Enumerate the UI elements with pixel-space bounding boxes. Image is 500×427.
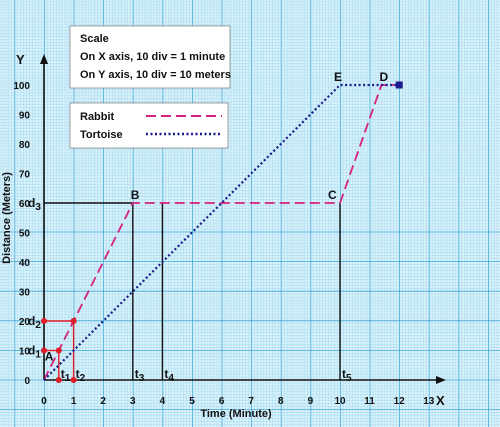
end-marker bbox=[395, 81, 403, 89]
series-line-rabbit bbox=[43, 84, 400, 381]
distance-annotation-label: d3 bbox=[28, 196, 41, 213]
time-annotation-label: t2 bbox=[76, 367, 86, 384]
time-annotation-subscript: 2 bbox=[80, 373, 86, 384]
x-axis-letter: X bbox=[436, 393, 445, 408]
data-marker bbox=[70, 377, 77, 383]
distance-annotation-subscript: 2 bbox=[35, 320, 41, 331]
y-tick-label: 100 bbox=[13, 81, 30, 92]
scale-y-line: On Y axis, 10 div = 10 meters bbox=[80, 69, 231, 81]
scale-box-frame bbox=[69, 25, 231, 89]
y-axis-letter: Y bbox=[16, 52, 25, 67]
distance-annotation-label: d1 bbox=[28, 344, 41, 361]
x-tick-label: 9 bbox=[308, 396, 314, 407]
point-label: E bbox=[334, 70, 342, 84]
legend: Rabbit Tortoise bbox=[69, 102, 229, 149]
x-tick-label: 13 bbox=[423, 396, 435, 407]
y-tick-label: 50 bbox=[19, 229, 31, 240]
data-marker bbox=[55, 377, 62, 383]
legend-label-tortoise: Tortoise bbox=[80, 129, 123, 141]
time-annotation-subscript: 3 bbox=[139, 373, 145, 384]
y-tick-label: 10 bbox=[19, 347, 31, 358]
time-annotation-label: t1 bbox=[61, 367, 71, 384]
x-tick-label: 1 bbox=[71, 396, 77, 407]
x-tick-label: 0 bbox=[41, 396, 47, 407]
data-marker bbox=[55, 347, 62, 354]
time-annotation-subscript: 5 bbox=[346, 373, 352, 384]
time-annotation-subscript: 1 bbox=[65, 373, 71, 384]
distance-annotation-subscript: 1 bbox=[35, 350, 41, 361]
point-label: C bbox=[328, 188, 337, 202]
data-marker bbox=[70, 318, 77, 324]
x-tick-label: 7 bbox=[248, 396, 254, 407]
time-annotation-letter: t bbox=[342, 367, 346, 381]
data-marker bbox=[41, 347, 47, 354]
markers bbox=[41, 81, 403, 383]
time-annotation-letter: t bbox=[61, 367, 65, 381]
y-tick-label: 60 bbox=[19, 199, 31, 210]
legend-frame bbox=[69, 102, 229, 149]
x-tick-label: 8 bbox=[278, 396, 284, 407]
time-annotation-subscript: 4 bbox=[168, 373, 174, 384]
time-annotation-letter: t bbox=[135, 367, 139, 381]
distance-annotation-subscript: 3 bbox=[35, 202, 41, 213]
distance-annotation-letter: d bbox=[28, 314, 35, 328]
scale-box: Scale On X axis, 10 div = 1 minute On Y … bbox=[69, 25, 231, 89]
time-annotation-label: t4 bbox=[164, 367, 174, 384]
x-tick-label: 5 bbox=[189, 396, 195, 407]
point-label: D bbox=[379, 70, 388, 84]
point-label: A bbox=[45, 350, 54, 364]
time-annotation-letter: t bbox=[76, 367, 80, 381]
x-tick-label: 6 bbox=[219, 396, 225, 407]
legend-label-rabbit: Rabbit bbox=[80, 111, 115, 123]
x-tick-label: 2 bbox=[100, 396, 106, 407]
y-tick-label: 70 bbox=[19, 170, 31, 181]
point-label: B bbox=[131, 188, 140, 202]
distance-annotation-letter: d bbox=[28, 196, 35, 210]
y-axis-title: Distance (Meters) bbox=[1, 172, 13, 264]
y-tick-label: 30 bbox=[19, 288, 31, 299]
labels: 0 1 2 3 4 5 6 7 8 9 10 11 12 130102030405060708090100… bbox=[13, 70, 434, 407]
data-marker bbox=[41, 318, 47, 324]
time-annotation-label: t5 bbox=[342, 367, 352, 384]
scale-title: Scale bbox=[80, 33, 109, 45]
y-tick-label: 40 bbox=[19, 258, 31, 269]
distance-annotation-label: d2 bbox=[28, 314, 41, 331]
x-tick-label: 10 bbox=[334, 396, 346, 407]
x-axis-title: Time (Minute) bbox=[200, 408, 272, 420]
x-tick-label: 12 bbox=[394, 396, 406, 407]
x-tick-label: 4 bbox=[160, 396, 166, 407]
time-annotation-label: t3 bbox=[135, 367, 145, 384]
axes bbox=[40, 54, 446, 384]
x-tick-label: 11 bbox=[364, 396, 375, 407]
x-tick-label: 3 bbox=[130, 396, 136, 407]
x-axis-arrow bbox=[436, 376, 446, 384]
time-annotation-letter: t bbox=[164, 367, 168, 381]
y-axis-arrow bbox=[40, 54, 48, 64]
distance-annotation-letter: d bbox=[28, 344, 35, 358]
series bbox=[43, 83, 400, 381]
y-tick-label: 0 bbox=[24, 376, 30, 387]
y-tick-label: 20 bbox=[19, 317, 31, 328]
y-tick-label: 80 bbox=[19, 140, 31, 151]
scale-x-line: On X axis, 10 div = 1 minute bbox=[80, 51, 225, 63]
y-tick-label: 90 bbox=[19, 111, 31, 122]
